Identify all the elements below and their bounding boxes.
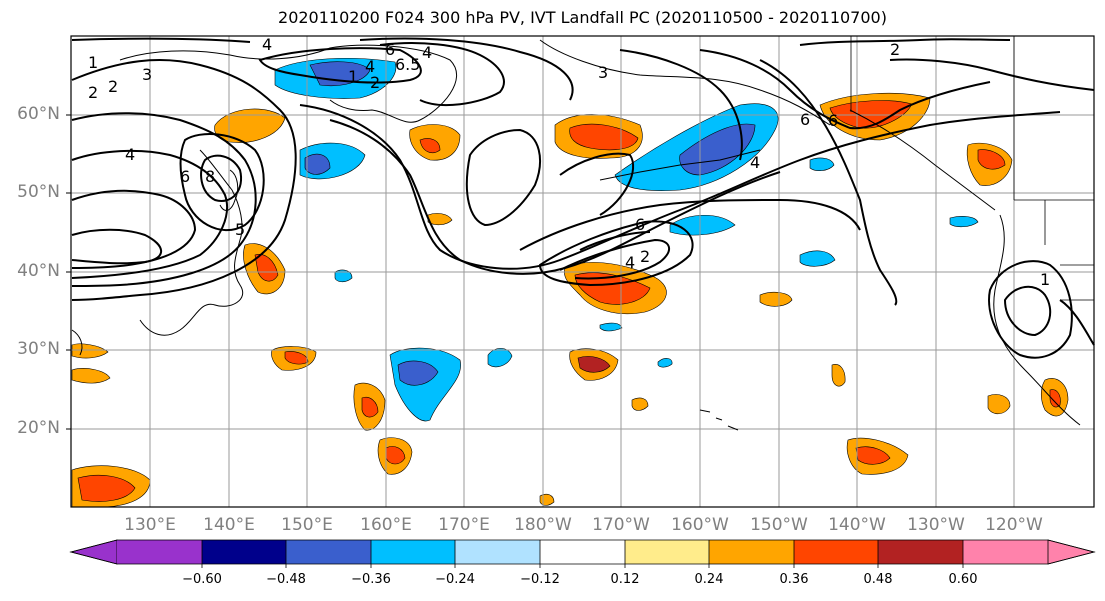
lon-label-140e: 140°E bbox=[203, 515, 255, 535]
svg-text:6: 6 bbox=[800, 110, 810, 129]
svg-text:6: 6 bbox=[635, 215, 645, 234]
colorbar bbox=[69, 539, 1096, 568]
lon-label-180w: 180°W bbox=[514, 515, 572, 535]
axis-ticks bbox=[66, 114, 71, 430]
svg-text:1: 1 bbox=[348, 67, 358, 86]
colorbar-segment-10 bbox=[963, 540, 1048, 564]
colorbar-segment-3 bbox=[371, 540, 455, 564]
colorbar-tick: −0.12 bbox=[520, 572, 560, 587]
colorbar-segment-2 bbox=[286, 540, 371, 564]
svg-text:2: 2 bbox=[370, 73, 380, 92]
lon-label-170e: 170°E bbox=[438, 515, 490, 535]
svg-text:4: 4 bbox=[750, 153, 760, 172]
lon-label-130e: 130°E bbox=[124, 515, 176, 535]
colorbar-segment-9 bbox=[878, 540, 963, 564]
lat-label-30n: 30°N bbox=[17, 339, 60, 359]
lon-label-170w: 170°W bbox=[592, 515, 650, 535]
svg-text:6: 6 bbox=[828, 111, 838, 130]
lon-label-140w: 140°W bbox=[828, 515, 886, 535]
svg-text:6: 6 bbox=[385, 40, 395, 59]
svg-text:2: 2 bbox=[640, 247, 650, 266]
map-title: 2020110200 F024 300 hPa PV, IVT Landfall… bbox=[278, 8, 887, 27]
colorbar-segment-6 bbox=[625, 540, 709, 564]
colorbar-segment-1 bbox=[202, 540, 286, 564]
svg-text:4: 4 bbox=[625, 253, 635, 272]
svg-text:5: 5 bbox=[235, 220, 245, 239]
borders bbox=[850, 36, 1094, 301]
svg-text:4: 4 bbox=[365, 57, 375, 76]
colorbar-tick: 0.36 bbox=[779, 572, 809, 587]
colorbar-segment-4 bbox=[455, 540, 540, 564]
colorbar-tick: −0.36 bbox=[351, 572, 391, 587]
lat-label-40n: 40°N bbox=[17, 261, 60, 281]
lon-label-160w: 160°W bbox=[671, 515, 729, 535]
pv-positive-shading bbox=[71, 92, 1069, 508]
colorbar-tick: 0.12 bbox=[610, 572, 640, 587]
lon-label-130w: 130°W bbox=[907, 515, 965, 535]
colorbar-segment-7 bbox=[709, 540, 794, 564]
colorbar-tick: 0.48 bbox=[863, 572, 893, 587]
lon-label-150e: 150°E bbox=[281, 515, 333, 535]
pv-contours bbox=[71, 37, 1095, 359]
lat-label-50n: 50°N bbox=[17, 182, 60, 202]
svg-text:2: 2 bbox=[890, 40, 900, 59]
svg-text:3: 3 bbox=[598, 63, 608, 82]
svg-text:8: 8 bbox=[205, 167, 215, 186]
svg-text:1: 1 bbox=[88, 53, 98, 72]
svg-text:2: 2 bbox=[88, 83, 98, 102]
svg-text:6: 6 bbox=[180, 167, 190, 186]
lon-label-150w: 150°W bbox=[750, 515, 808, 535]
colorbar-tick: 0.60 bbox=[948, 572, 978, 587]
svg-text:4: 4 bbox=[125, 145, 135, 164]
coastlines bbox=[71, 39, 1081, 431]
contour-labels: 4 1 2 3 6 8 6.5 4 2 6 4 5 6 4 6 2 4 6 3 … bbox=[88, 35, 1050, 289]
svg-text:4: 4 bbox=[262, 35, 272, 54]
colorbar-segment-5 bbox=[540, 540, 625, 564]
colorbar-tick: −0.48 bbox=[266, 572, 306, 587]
colorbar-segment-end bbox=[1047, 539, 1096, 565]
colorbar-tick: −0.60 bbox=[182, 572, 222, 587]
colorbar-tick: −0.24 bbox=[435, 572, 475, 587]
svg-text:1: 1 bbox=[1040, 270, 1050, 289]
colorbar-segment-0 bbox=[69, 539, 118, 565]
svg-text:3: 3 bbox=[142, 65, 152, 84]
svg-text:6.5: 6.5 bbox=[395, 55, 420, 74]
svg-text:4: 4 bbox=[422, 43, 432, 62]
lat-label-60n: 60°N bbox=[17, 104, 60, 124]
colorbar-segment-8 bbox=[794, 540, 878, 564]
colorbar-tick: 0.24 bbox=[694, 572, 724, 587]
svg-text:2: 2 bbox=[108, 77, 118, 96]
lat-label-20n: 20°N bbox=[17, 418, 60, 438]
lon-label-120w: 120°W bbox=[985, 515, 1043, 535]
lon-label-160e: 160°E bbox=[360, 515, 412, 535]
